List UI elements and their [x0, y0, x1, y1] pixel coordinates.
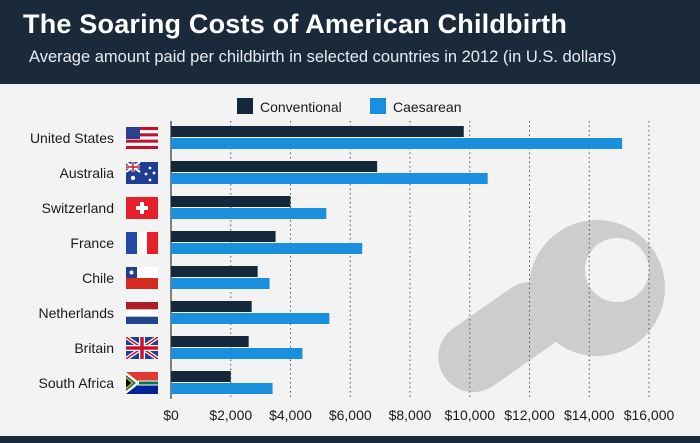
flags	[125, 127, 158, 394]
category-labels: United States Australia Switzerland France C…	[30, 130, 114, 391]
bar-conventional	[171, 371, 231, 382]
category-label: United States	[30, 130, 114, 146]
category-label: France	[70, 235, 114, 251]
britain-flag-icon	[126, 337, 158, 359]
category-label: South Africa	[39, 375, 115, 391]
legend-label-conventional: Conventional	[260, 99, 342, 115]
south-africa-flag-icon	[126, 372, 158, 394]
bar-caesarean	[171, 313, 330, 324]
legend: Conventional Caesarean	[237, 98, 462, 115]
x-tick-label: $10,000	[444, 407, 495, 423]
switzerland-flag-icon	[126, 197, 158, 219]
category-label: Switzerland	[42, 200, 114, 216]
netherlands-flag-icon	[126, 302, 158, 324]
bar-caesarean	[171, 173, 488, 184]
bar-conventional	[171, 161, 378, 172]
x-tick-label: $4,000	[269, 407, 312, 423]
legend-label-caesarean: Caesarean	[393, 99, 462, 115]
category-label: Australia	[60, 165, 115, 181]
header: The Soaring Costs of American Childbirth…	[0, 0, 700, 84]
bar-conventional	[171, 126, 464, 137]
us-flag-icon	[126, 127, 158, 149]
bar-caesarean	[171, 348, 303, 359]
x-tick-label: $14,000	[564, 407, 615, 423]
legend-swatch-conventional	[237, 98, 253, 114]
bar-conventional	[171, 301, 252, 312]
x-tick-label: $0	[163, 407, 179, 423]
legend-swatch-caesarean	[370, 98, 386, 114]
footer-bar	[0, 436, 700, 443]
chart-subtitle: Average amount paid per childbirth in se…	[29, 48, 617, 66]
bar-caesarean	[171, 138, 623, 149]
france-flag-icon	[126, 232, 158, 254]
chart-title: The Soaring Costs of American Childbirth	[23, 9, 568, 39]
bar-caesarean	[171, 383, 273, 394]
x-tick-label: $16,000	[624, 407, 675, 423]
bar-conventional	[171, 196, 291, 207]
category-label: Britain	[74, 340, 114, 356]
chile-flag-icon	[126, 267, 158, 289]
bar-caesarean	[171, 278, 270, 289]
x-tick-label: $12,000	[504, 407, 555, 423]
x-tick-label: $8,000	[389, 407, 432, 423]
x-axis-tick-labels: $0 $2,000 $4,000 $6,000 $8,000 $10,000 $12,000…	[163, 407, 674, 423]
australia-flag-icon	[125, 161, 158, 184]
bar-conventional	[171, 266, 258, 277]
x-tick-label: $6,000	[329, 407, 372, 423]
bar-conventional	[171, 336, 249, 347]
bars	[171, 126, 623, 394]
bar-caesarean	[171, 243, 363, 254]
bar-caesarean	[171, 208, 327, 219]
category-label: Netherlands	[39, 305, 115, 321]
category-label: Chile	[82, 270, 114, 286]
bar-conventional	[171, 231, 276, 242]
pacifier-icon	[438, 220, 665, 393]
bar-chart: Conventional Caesarean United States Aust…	[30, 98, 675, 423]
x-tick-label: $2,000	[209, 407, 252, 423]
